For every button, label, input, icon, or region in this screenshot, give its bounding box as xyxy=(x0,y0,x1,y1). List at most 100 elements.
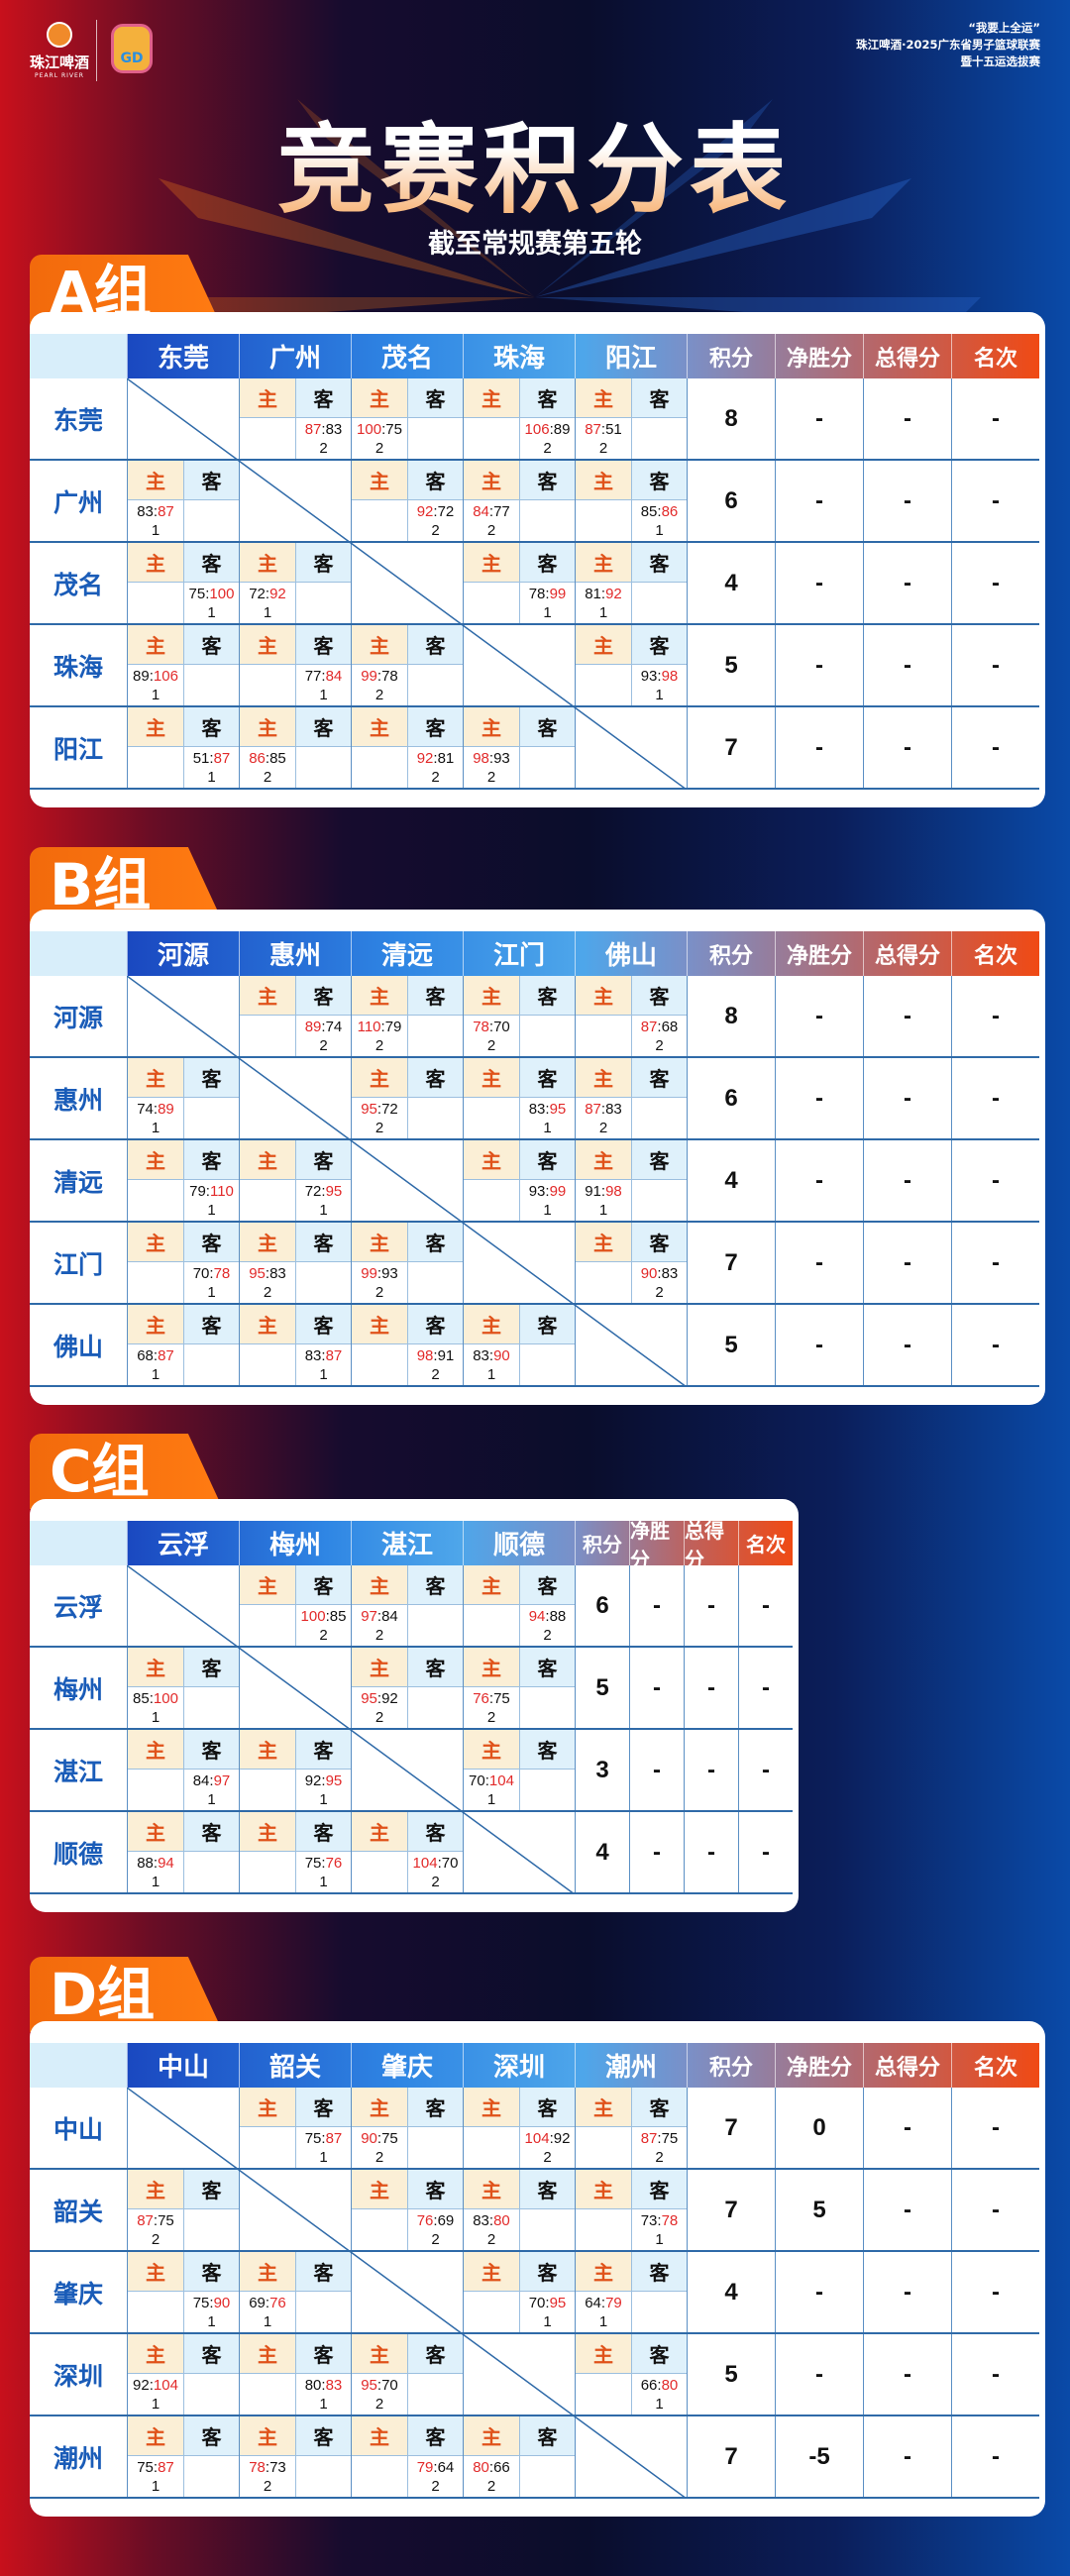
score-opponent: 78 xyxy=(381,667,398,685)
match-cell: 主 83:90 1 客 xyxy=(463,1305,575,1385)
home-label: 主 xyxy=(128,2252,183,2292)
table-body: 河源主客 89:74 2 主 110:79 2 客主 78:70 2 客主客 87:68 2 8- - - 惠… xyxy=(30,976,1039,1387)
home-label: 主 xyxy=(128,707,183,747)
match-result: 93:99 1 xyxy=(520,1180,575,1221)
home-label: 主 xyxy=(352,1812,407,1852)
away-label: 客 xyxy=(296,2252,351,2292)
home-column: 主 72:92 1 xyxy=(240,543,295,623)
score-team: 75 xyxy=(188,585,206,602)
score-team: 87 xyxy=(640,1018,658,1035)
stat-net: - xyxy=(775,2252,863,2332)
away-column: 客 xyxy=(519,1730,575,1810)
score: 70:104 xyxy=(469,1771,514,1790)
away-column: 客 78:99 1 xyxy=(519,543,575,623)
match-cell: 主 92:104 1 客 xyxy=(127,2334,239,2415)
score: 93:98 xyxy=(641,667,679,686)
stat-points: 4 xyxy=(575,1812,629,1892)
match-result: 90:75 2 xyxy=(352,2127,407,2168)
away-column: 客 xyxy=(407,976,463,1056)
score-opponent: 80 xyxy=(493,2211,510,2229)
away-label: 客 xyxy=(184,543,239,583)
match-empty xyxy=(520,1770,575,1810)
away-label: 客 xyxy=(520,1730,575,1770)
score-team: 80 xyxy=(304,2376,322,2394)
match-points: 1 xyxy=(207,768,216,786)
score-team: 89 xyxy=(304,1018,322,1035)
match-cell: 主 88:94 1 客 xyxy=(127,1812,239,1892)
match-empty xyxy=(184,500,239,541)
home-label: 主 xyxy=(352,1305,407,1344)
away-label: 客 xyxy=(408,378,463,418)
match-points: 1 xyxy=(655,2230,664,2248)
home-column: 主 xyxy=(576,2170,631,2250)
score: 79:110 xyxy=(189,1182,234,1201)
score-opponent: 79 xyxy=(384,1018,402,1035)
score-team: 78 xyxy=(249,2458,266,2476)
stat-points: 7 xyxy=(687,2416,775,2497)
home-label: 主 xyxy=(352,2416,407,2456)
score-team: 86 xyxy=(249,749,266,767)
score: 84:77 xyxy=(473,502,510,521)
score: 83:87 xyxy=(137,502,174,521)
match-points: 2 xyxy=(263,2477,272,2495)
away-column: 客 90:83 2 xyxy=(631,1223,687,1303)
slogan: “我要上全运” xyxy=(968,21,1040,35)
score-team: 104 xyxy=(412,1854,438,1872)
home-label: 主 xyxy=(352,1565,407,1605)
match-result: 95:92 2 xyxy=(352,1687,407,1728)
home-label: 主 xyxy=(464,1648,519,1687)
score-team: 93 xyxy=(640,667,658,685)
score-opponent: 100 xyxy=(153,1689,178,1707)
score: 95:83 xyxy=(249,1264,286,1283)
away-column: 客 xyxy=(519,2416,575,2497)
match-cell: 主 78:73 2 客 xyxy=(239,2416,351,2497)
score-team: 94 xyxy=(528,1607,546,1625)
away-label: 客 xyxy=(408,1223,463,1262)
match-cell: 主 69:76 1 客 xyxy=(239,2252,351,2332)
match-result: 85:100 1 xyxy=(128,1687,183,1728)
away-label: 客 xyxy=(520,707,575,747)
stat-net: - xyxy=(775,2334,863,2415)
home-column: 主 xyxy=(576,461,631,541)
away-label: 客 xyxy=(184,2252,239,2292)
score: 85:100 xyxy=(133,1689,178,1708)
match-result: 88:94 1 xyxy=(128,1852,183,1892)
match-empty xyxy=(408,1605,463,1646)
home-column: 主 xyxy=(576,625,631,705)
home-label: 主 xyxy=(240,1305,295,1344)
home-column: 主 70:104 1 xyxy=(464,1730,519,1810)
table-row: 河源主客 89:74 2 主 110:79 2 客主 78:70 2 客主客 87:68 2 8- - - xyxy=(30,976,1039,1058)
match-empty xyxy=(520,2209,575,2250)
score: 94:88 xyxy=(529,1607,567,1626)
away-column: 客 106:89 2 xyxy=(519,378,575,459)
score-opponent: 106 xyxy=(153,667,178,685)
header-corner xyxy=(30,1521,127,1565)
away-label: 客 xyxy=(408,2416,463,2456)
match-cell: 主 87:83 2 客 xyxy=(575,1058,687,1138)
match-points: 1 xyxy=(319,1873,328,1890)
home-label: 主 xyxy=(352,625,407,665)
away-column: 客 xyxy=(295,2416,351,2497)
home-label: 主 xyxy=(240,1730,295,1770)
match-result: 72:95 1 xyxy=(296,1180,351,1221)
score-team: 75 xyxy=(137,2458,154,2476)
home-label: 主 xyxy=(240,976,295,1016)
home-label: 主 xyxy=(240,2088,295,2127)
match-cell-self xyxy=(127,2088,239,2168)
home-column: 主 78:73 2 xyxy=(240,2416,295,2497)
match-points: 1 xyxy=(319,2148,328,2166)
away-column: 客 79:64 2 xyxy=(407,2416,463,2497)
brand-name: 珠江啤酒 xyxy=(30,54,90,71)
score-opponent: 87 xyxy=(213,749,231,767)
home-label: 主 xyxy=(128,625,183,665)
match-cell: 主客 93:99 1 xyxy=(463,1140,575,1221)
away-column: 客 83:87 1 xyxy=(295,1305,351,1385)
group-card-C组: 云浮 梅州 湛江 顺德 积分 净胜分 总得分 名次 云浮主客 100:85 2 主 97:84 2 客主客 9… xyxy=(30,1499,799,1912)
match-empty xyxy=(464,418,519,459)
match-points: 1 xyxy=(655,2395,664,2413)
away-label: 客 xyxy=(296,2416,351,2456)
header-team: 潮州 xyxy=(575,2043,687,2088)
match-cell-self xyxy=(239,2170,351,2250)
match-empty xyxy=(240,1852,295,1892)
score-team: 91 xyxy=(585,1182,601,1200)
